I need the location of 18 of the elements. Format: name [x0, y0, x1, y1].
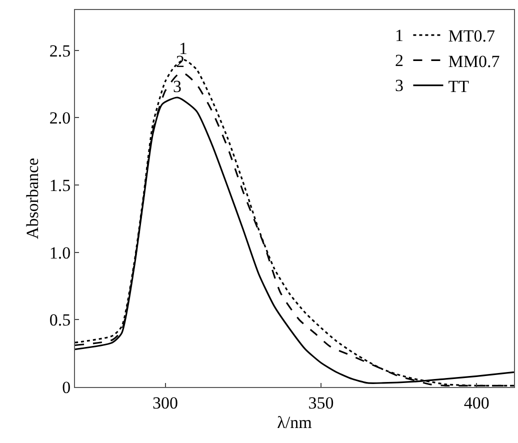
- x-tick-label: 300: [152, 393, 178, 412]
- y-tick-label: 2.0: [49, 108, 71, 128]
- y-tick-label: 2.5: [49, 41, 71, 60]
- text: 1: [395, 26, 404, 45]
- legend-label: TT: [448, 76, 470, 96]
- x-axis-title: λ/nm: [277, 412, 312, 432]
- x-tick-label: 400: [464, 393, 490, 412]
- y-tick-label: 1.5: [49, 176, 71, 195]
- y-tick-label: 1.0: [49, 243, 71, 262]
- text: 2: [395, 51, 404, 70]
- annotation: 3: [173, 77, 182, 96]
- legend-label: MM0.7: [448, 52, 500, 71]
- legend-label: MT0.7: [448, 26, 496, 46]
- text: 3: [395, 76, 404, 95]
- y-axis-title: Absorbance: [22, 158, 42, 240]
- y-tick-label: 0: [62, 378, 71, 397]
- y-tick-label: 0.5: [49, 310, 71, 330]
- x-tick-label: 350: [308, 393, 334, 412]
